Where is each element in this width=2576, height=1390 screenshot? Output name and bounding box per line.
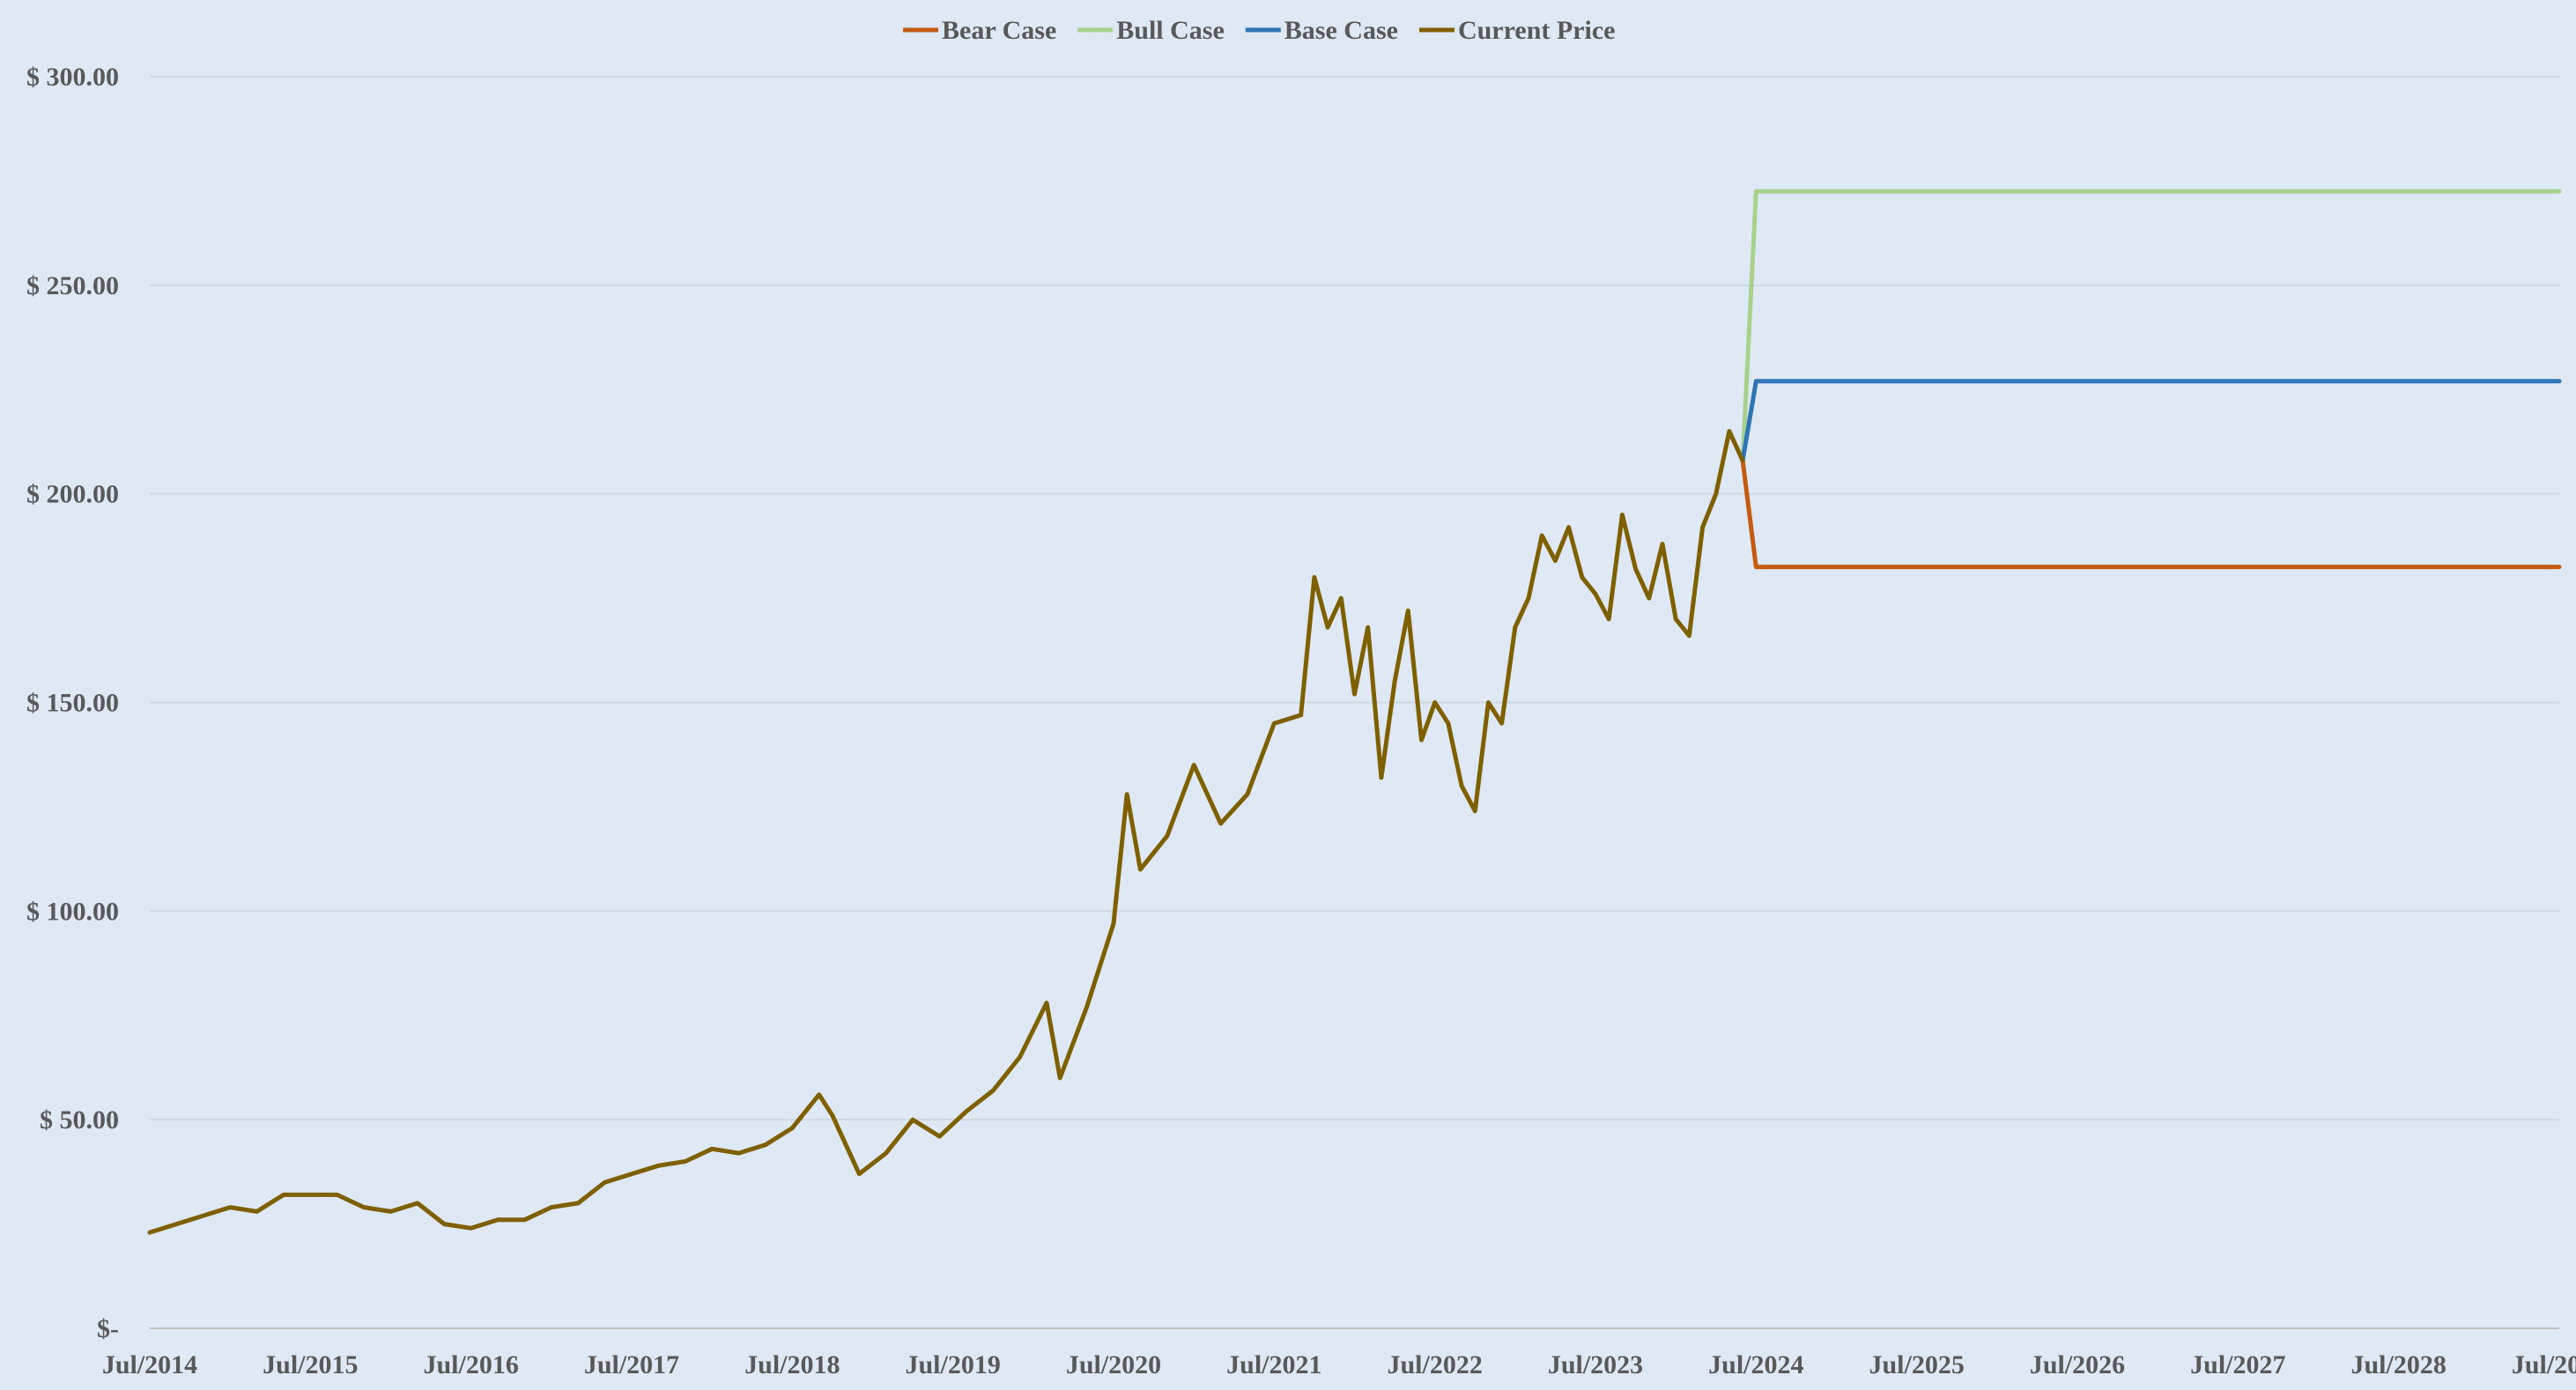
- y-tick-label: $ 100.00: [26, 897, 119, 926]
- y-tick-label: $-: [97, 1314, 119, 1343]
- y-tick-label: $ 150.00: [26, 689, 119, 718]
- x-tick-label: Jul/2029: [2512, 1350, 2576, 1379]
- series-lines: [147, 189, 2562, 1235]
- x-tick-label: Jul/2028: [2350, 1350, 2446, 1379]
- legend-label: Bear Case: [942, 16, 1056, 45]
- series-line-bull-case: [1740, 189, 2562, 463]
- x-tick-label: Jul/2019: [905, 1350, 1000, 1379]
- x-tick-label: Jul/2025: [1869, 1350, 1964, 1379]
- y-tick-label: $ 250.00: [26, 271, 119, 300]
- x-tick-label: Jul/2026: [2030, 1350, 2125, 1379]
- x-tick-label: Jul/2015: [263, 1350, 358, 1379]
- x-tick-label: Jul/2024: [1708, 1350, 1803, 1379]
- series-line-base-case: [1740, 379, 2562, 463]
- legend-label: Bull Case: [1116, 16, 1225, 45]
- axes: $- $ 50.00 $ 100.00 $ 150.00 $ 200.00 $ 250.0…: [26, 63, 2576, 1379]
- series-line-current-price: [147, 429, 1745, 1235]
- x-tick-label: Jul/2027: [2190, 1350, 2285, 1379]
- x-tick-label: Jul/2020: [1066, 1350, 1161, 1379]
- series-line-bear-case: [1740, 458, 2562, 570]
- x-tick-label: Jul/2017: [584, 1350, 679, 1379]
- x-tick-label: Jul/2023: [1548, 1350, 1643, 1379]
- y-tick-label: $ 50.00: [40, 1105, 119, 1135]
- legend: Bear Case Bull Case Base Case Current Price: [903, 16, 1616, 45]
- x-tick-label: Jul/2016: [423, 1350, 518, 1379]
- y-tick-label: $ 200.00: [26, 480, 119, 509]
- gridlines: [150, 76, 2559, 1329]
- x-tick-label: Jul/2018: [744, 1350, 840, 1379]
- legend-label: Current Price: [1458, 16, 1616, 45]
- x-tick-label: Jul/2014: [102, 1350, 197, 1379]
- x-tick-label: Jul/2022: [1387, 1350, 1482, 1379]
- legend-label: Base Case: [1284, 16, 1398, 45]
- y-tick-label: $ 300.00: [26, 63, 119, 92]
- x-tick-label: Jul/2021: [1226, 1350, 1321, 1379]
